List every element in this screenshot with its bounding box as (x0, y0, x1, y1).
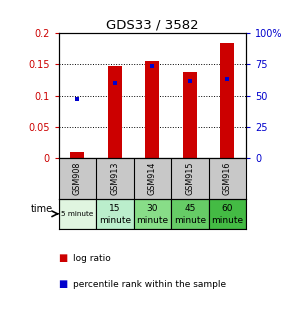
Bar (134, 199, 171, 229)
Title: GDS33 / 3582: GDS33 / 3582 (106, 19, 199, 31)
Text: 5 minute: 5 minute (61, 211, 93, 217)
Text: GSM908: GSM908 (73, 162, 82, 195)
Text: GSM915: GSM915 (185, 162, 194, 195)
Text: ■: ■ (59, 253, 68, 263)
Bar (209, 199, 246, 229)
Text: minute: minute (211, 216, 243, 225)
Text: minute: minute (99, 216, 131, 225)
Bar (59, 199, 96, 229)
Text: percentile rank within the sample: percentile rank within the sample (73, 280, 226, 289)
Bar (108, 66, 122, 159)
Text: 15: 15 (109, 204, 121, 213)
Text: 60: 60 (222, 204, 233, 213)
Text: minute: minute (174, 216, 206, 225)
Text: minute: minute (136, 216, 168, 225)
Text: GSM913: GSM913 (110, 162, 119, 195)
Text: 30: 30 (146, 204, 158, 213)
Text: GSM916: GSM916 (223, 162, 232, 195)
Bar (145, 61, 159, 159)
Bar (220, 43, 234, 159)
Bar (70, 152, 84, 159)
Text: log ratio: log ratio (73, 254, 111, 263)
Text: time: time (30, 204, 53, 214)
Text: GSM914: GSM914 (148, 162, 157, 195)
Bar (183, 72, 197, 159)
Text: 45: 45 (184, 204, 195, 213)
Bar (171, 199, 209, 229)
Text: ■: ■ (59, 280, 68, 289)
Bar (96, 199, 134, 229)
